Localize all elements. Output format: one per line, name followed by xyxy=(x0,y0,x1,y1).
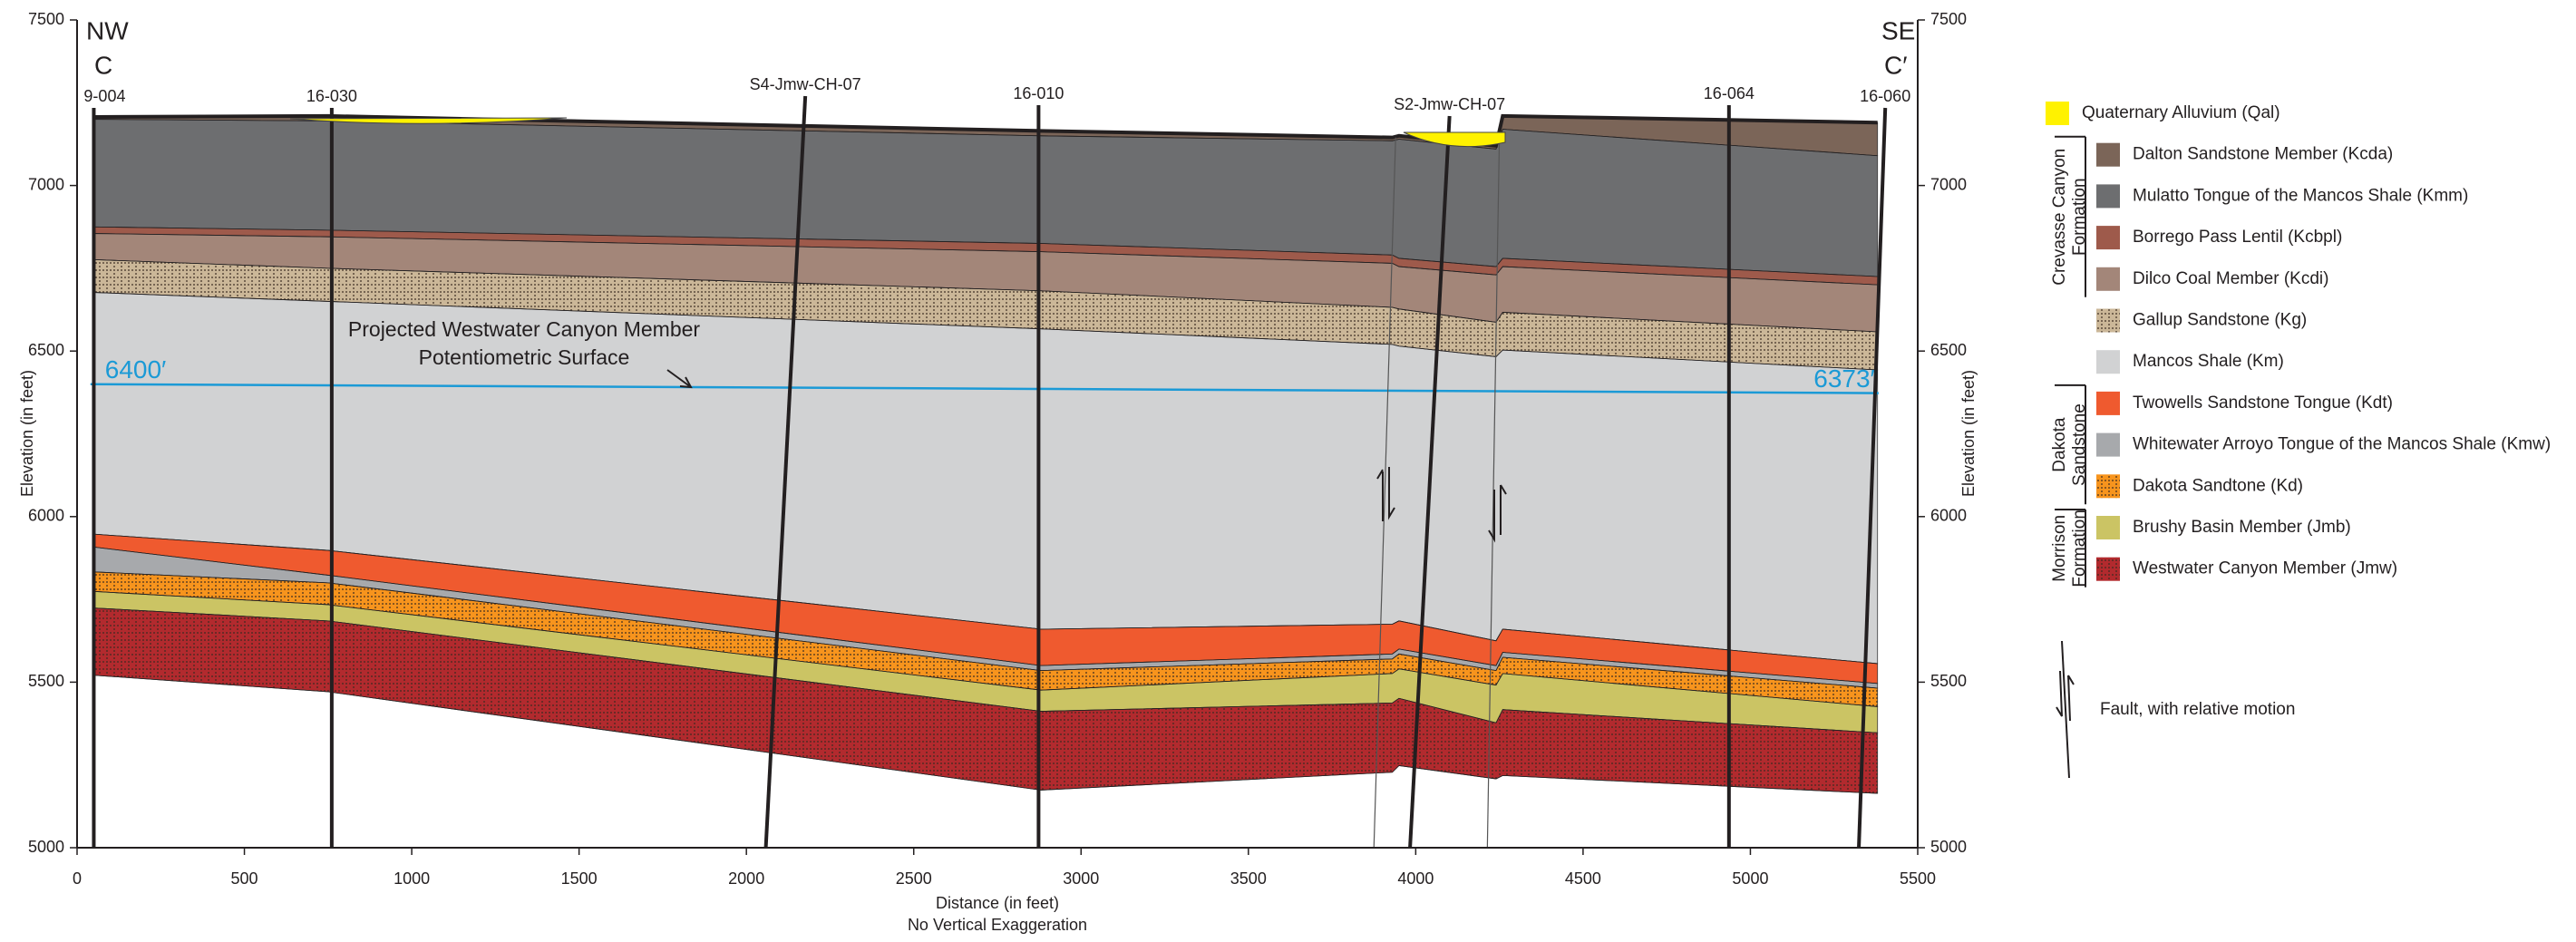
legend-swatch xyxy=(2096,557,2120,581)
well-label: 16-030 xyxy=(306,87,357,105)
alluvium-lens xyxy=(1403,131,1506,148)
water-label: 6400′ xyxy=(105,355,167,384)
well-line xyxy=(763,95,808,849)
group-label: Sandstone xyxy=(2070,403,2089,486)
fault-line xyxy=(1373,137,1396,849)
boundary-line xyxy=(93,607,1878,733)
annotation: Potentiometric Surface xyxy=(419,345,630,369)
boundary-line xyxy=(93,533,1878,665)
legend-swatch xyxy=(2096,308,2120,333)
well-line xyxy=(1857,107,1888,849)
y2-tick-label: 7000 xyxy=(1930,175,1967,193)
corner-label: C′ xyxy=(1884,51,1907,79)
well-line xyxy=(1408,115,1452,849)
boundary-line xyxy=(93,547,1878,685)
x-tick-label: 3000 xyxy=(1063,869,1099,888)
x-tick-label: 500 xyxy=(231,869,258,888)
potentiometric-line xyxy=(90,383,1879,394)
legend-swatch xyxy=(2096,516,2120,539)
y-tick-label: 5500 xyxy=(28,672,64,690)
annotation: Projected Westwater Canyon Member xyxy=(348,317,701,341)
x-tick-label: 4500 xyxy=(1565,869,1601,888)
y2-tick-label: 6000 xyxy=(1930,507,1967,525)
boundary-line xyxy=(93,259,1878,333)
legend-label: Quaternary Alluvium (Qal) xyxy=(2082,103,2280,122)
well-label: 16-010 xyxy=(1013,84,1064,102)
boundary-line xyxy=(93,292,1878,371)
legend-label: Dilco Coal Member (Kcdi) xyxy=(2133,269,2328,288)
y-tick-label: 7000 xyxy=(28,175,64,193)
fault-motion-marker xyxy=(1376,467,1507,543)
group-label: Morrison xyxy=(2050,515,2069,582)
x-tick-label: 5500 xyxy=(1900,869,1936,888)
y2-tick-label: 5000 xyxy=(1930,838,1967,856)
legend-label: Mancos Shale (Km) xyxy=(2133,352,2284,371)
legend-label: Dalton Sandstone Member (Kcda) xyxy=(2133,145,2393,164)
x-tick-label: 1500 xyxy=(561,869,598,888)
fault-legend-label: Fault, with relative motion xyxy=(2100,700,2295,719)
legend-swatch xyxy=(2046,102,2069,125)
x-tick-label: 0 xyxy=(73,869,82,888)
legend-label: Dakota Sandtone (Kd) xyxy=(2133,476,2303,495)
y-tick-label: 7500 xyxy=(28,10,64,28)
corner-label: SE xyxy=(1881,16,1915,44)
y-tick-label: 6000 xyxy=(28,507,64,525)
x-axis-title: Distance (in feet) xyxy=(936,894,1059,912)
fault-line xyxy=(1486,137,1501,849)
alluvium-lens xyxy=(289,117,568,124)
legend-swatch xyxy=(2096,142,2120,167)
y2-axis-title: Elevation (in feet) xyxy=(1959,370,1978,497)
boundary-line xyxy=(93,233,1878,286)
group-label: Formation xyxy=(2070,178,2089,256)
legend-swatch xyxy=(2096,474,2120,499)
legend-label: Westwater Canyon Member (Jmw) xyxy=(2133,559,2397,578)
x-tick-label: 1000 xyxy=(394,869,430,888)
legend-swatch xyxy=(2096,432,2120,457)
legend-label: Whitewater Arroyo Tongue of the Mancos S… xyxy=(2133,435,2551,454)
x-tick-label: 2500 xyxy=(896,869,932,888)
y-axis-title: Elevation (in feet) xyxy=(18,370,36,497)
x-tick-label: 2000 xyxy=(728,869,764,888)
y2-tick-label: 6500 xyxy=(1930,341,1967,359)
well-label: 16-060 xyxy=(1860,87,1910,105)
well-label: S4-Jmw-CH-07 xyxy=(750,75,861,93)
legend-swatch xyxy=(2096,267,2120,291)
well-label: 16-064 xyxy=(1704,84,1755,102)
x-axis-subtitle: No Vertical Exaggeration xyxy=(908,916,1087,934)
legend-swatch xyxy=(2096,226,2120,250)
y2-tick-label: 7500 xyxy=(1930,10,1967,28)
boundary-line xyxy=(93,675,1878,794)
group-label: Crevasse Canyon xyxy=(2050,149,2069,286)
boundary-line xyxy=(93,571,1878,689)
annotation-arrow xyxy=(666,369,693,389)
legend-label: Mulatto Tongue of the Mancos Shale (Kmm) xyxy=(2133,186,2468,205)
y2-tick-label: 5500 xyxy=(1930,672,1967,690)
well-label: 9-004 xyxy=(83,87,125,105)
y-tick-label: 6500 xyxy=(28,341,64,359)
corner-label: NW xyxy=(86,16,129,44)
legend-swatch xyxy=(2096,391,2120,415)
x-tick-label: 5000 xyxy=(1732,869,1768,888)
corner-label: C xyxy=(94,51,112,79)
group-label: Dakota xyxy=(2050,417,2069,472)
legend-swatch xyxy=(2096,184,2120,209)
y-tick-label: 5000 xyxy=(28,838,64,856)
boundary-line xyxy=(93,590,1878,707)
group-label: Formation xyxy=(2070,510,2089,588)
x-tick-label: 4000 xyxy=(1397,869,1434,888)
well-label: S2-Jmw-CH-07 xyxy=(1394,95,1505,113)
legend-swatch xyxy=(2096,350,2120,374)
fault-legend-symbol xyxy=(2056,640,2075,779)
legend-label: Twowells Sandstone Tongue (Kdt) xyxy=(2133,393,2393,413)
boundary-line xyxy=(93,226,1878,277)
legend-label: Gallup Sandstone (Kg) xyxy=(2133,311,2307,330)
x-tick-label: 3500 xyxy=(1230,869,1267,888)
legend-label: Brushy Basin Member (Jmb) xyxy=(2133,518,2351,537)
legend-label: Borrego Pass Lentil (Kcbpl) xyxy=(2133,228,2342,247)
water-label: 6373′ xyxy=(1813,364,1875,393)
